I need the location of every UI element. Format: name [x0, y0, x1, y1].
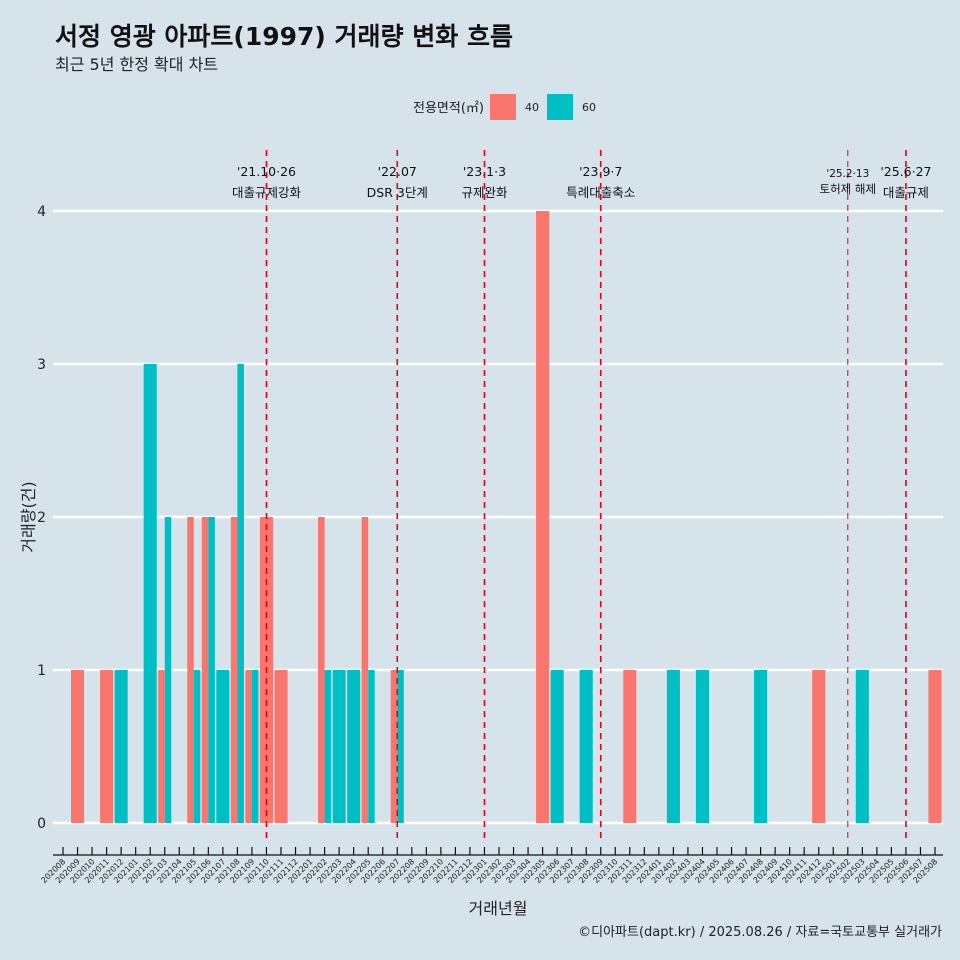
bar-40-202106 — [201, 517, 209, 823]
caption: ©디아파트(dapt.kr) / 2025.08.26 / 자료=국토교통부 실… — [578, 925, 942, 940]
y-tick-label: 2 — [37, 510, 46, 526]
legend-swatch-60 — [547, 94, 573, 120]
bar-60-202404 — [695, 670, 710, 823]
event-label-202506: 대출규제 — [883, 185, 929, 200]
bar-40-202105 — [187, 517, 194, 823]
bar-40-202108 — [230, 517, 238, 823]
event-date-202207: '22.07 — [378, 164, 417, 179]
event-date-202309: '23.9·7 — [579, 164, 622, 179]
bar-40-202202 — [318, 517, 325, 823]
bar-60-202108 — [237, 364, 244, 823]
event-date-202502: '25.2·13 — [826, 168, 869, 180]
bar-60-202012 — [114, 670, 128, 823]
bar-60-202203 — [332, 670, 346, 823]
bar-40-202109 — [245, 670, 252, 823]
y-tick-label: 1 — [37, 663, 46, 679]
bar-60-202503 — [855, 670, 869, 823]
legend-title: 전용면적(㎡) — [413, 101, 484, 116]
x-axis-title: 거래년월 — [469, 899, 528, 918]
bar-60-202103 — [164, 517, 172, 823]
chart-subtitle: 최근 5년 한정 확대 차트 — [55, 55, 218, 74]
chart-title: 서정 영광 아파트(1997) 거래량 변화 흐름 — [55, 22, 513, 51]
bar-60-202105 — [193, 670, 201, 823]
legend: 전용면적(㎡) 40 60 — [413, 94, 596, 120]
bar-60-202306 — [550, 670, 564, 823]
bar-40-202508 — [928, 670, 942, 823]
y-tick-label: 3 — [37, 357, 46, 373]
event-label-202309: 특례대출축소 — [566, 185, 635, 200]
bars — [70, 211, 942, 823]
bar-40-202011 — [100, 670, 114, 823]
bar-40-202111 — [274, 670, 288, 823]
event-date-202301: '23.1·3 — [463, 164, 506, 179]
event-date-202110: '21.10·26 — [237, 164, 296, 179]
bar-60-202202 — [324, 670, 332, 823]
y-tick-label: 0 — [37, 816, 46, 832]
legend-swatch-40 — [490, 94, 516, 120]
bar-60-202402 — [666, 670, 680, 823]
annotations: '21.10·26 대출규제강화 '22.07 DSR 3단계 '23.1·3 규제완화 '… — [232, 150, 932, 843]
bar-60-202204 — [347, 670, 361, 823]
bar-40-202009 — [70, 670, 85, 823]
gridlines — [53, 209, 943, 825]
bar-60-202408 — [754, 670, 768, 823]
bar-60-202207 — [397, 670, 404, 823]
bar-60-202107 — [216, 670, 230, 823]
bar-40-202205 — [361, 517, 369, 823]
y-tick-label: 4 — [37, 204, 46, 220]
event-label-202207: DSR 3단계 — [367, 185, 428, 200]
bar-40-202103 — [158, 670, 165, 823]
y-axis-title: 거래량(건) — [19, 481, 38, 552]
legend-label-40: 40 — [525, 101, 539, 114]
bar-40-202412 — [812, 670, 826, 823]
event-label-202301: 규제완화 — [461, 185, 508, 200]
bar-60-202205 — [368, 670, 375, 823]
event-date-202506: '25.6·27 — [880, 164, 931, 179]
bar-40-202305 — [536, 211, 550, 823]
bar-60-202106 — [208, 517, 215, 823]
event-label-202502: 토허제 해제 — [820, 182, 877, 196]
bar-60-202308 — [579, 670, 593, 823]
bar-60-202102 — [143, 364, 157, 823]
event-label-202110: 대출규제강화 — [232, 185, 302, 200]
bar-60-202109 — [251, 670, 259, 823]
y-axis-ticks: 0 1 2 3 4 — [37, 204, 46, 832]
bar-40-202207 — [390, 670, 398, 823]
bar-40-202311 — [623, 670, 637, 823]
legend-label-60: 60 — [582, 101, 596, 114]
